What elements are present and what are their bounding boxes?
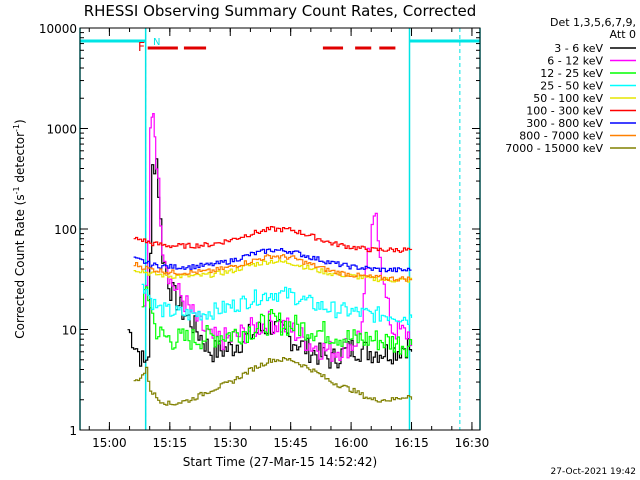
- series-layer: [127, 113, 413, 406]
- series-line-3: [141, 286, 413, 358]
- y-axis-title: Corrected Count Rate (s-1 detector-1): [12, 119, 27, 338]
- legend-label-1: 3 - 6 keV: [554, 42, 603, 55]
- series-line-8: [133, 254, 413, 282]
- legend-label-8: 800 - 7000 keV: [519, 130, 603, 143]
- y-tick-label-5: 10000: [39, 22, 77, 36]
- series-line-9: [133, 357, 413, 406]
- axes: 15:00 15:15 15:30 15:45 16:00 16:15 16:30 1 10 10…: [39, 22, 489, 450]
- x-axis-title: Start Time (27-Mar-15 14:52:42): [183, 455, 377, 469]
- chart-title: RHESSI Observing Summary Count Rates, Co…: [84, 2, 477, 20]
- y-tick-label-4: 1000: [46, 123, 77, 137]
- legend-label-4: 25 - 50 keV: [540, 80, 603, 93]
- x-tick-label-2: 15:15: [153, 436, 188, 450]
- x-tick-label-4: 15:45: [273, 436, 308, 450]
- series-line-7: [133, 248, 412, 273]
- y-tick-label-3: 100: [54, 223, 77, 237]
- legend-label-7: 300 - 800 keV: [526, 117, 603, 130]
- flag-label-n: N: [153, 37, 160, 48]
- legend-label-5: 50 - 100 keV: [533, 92, 603, 105]
- series-line-2: [143, 113, 413, 362]
- series-line-4: [141, 283, 413, 325]
- flag-label-f: F: [138, 40, 145, 54]
- x-tick-label-6: 16:15: [394, 436, 429, 450]
- legend-label-3: 12 - 25 keV: [540, 67, 603, 80]
- y-tick-label-1: 1: [69, 424, 77, 438]
- x-tick-label-1: 15:00: [92, 436, 127, 450]
- x-tick-label-3: 15:30: [213, 436, 248, 450]
- x-tick-label-5: 16:00: [334, 436, 369, 450]
- legend-label-2: 6 - 12 keV: [547, 55, 603, 68]
- legend-label-6: 100 - 300 keV: [526, 105, 603, 118]
- x-tick-label-7: 16:30: [455, 436, 490, 450]
- generation-timestamp: 27-Oct-2021 19:42: [551, 467, 636, 477]
- legend-header-detectors: Det 1,3,5,6,7,9,: [550, 16, 636, 29]
- legend-label-9: 7000 - 15000 keV: [505, 142, 603, 155]
- series-line-5: [133, 259, 413, 283]
- series-line-6: [133, 226, 413, 253]
- y-tick-label-2: 10: [62, 324, 77, 338]
- legend-header-attenuator: Att 0: [610, 28, 636, 41]
